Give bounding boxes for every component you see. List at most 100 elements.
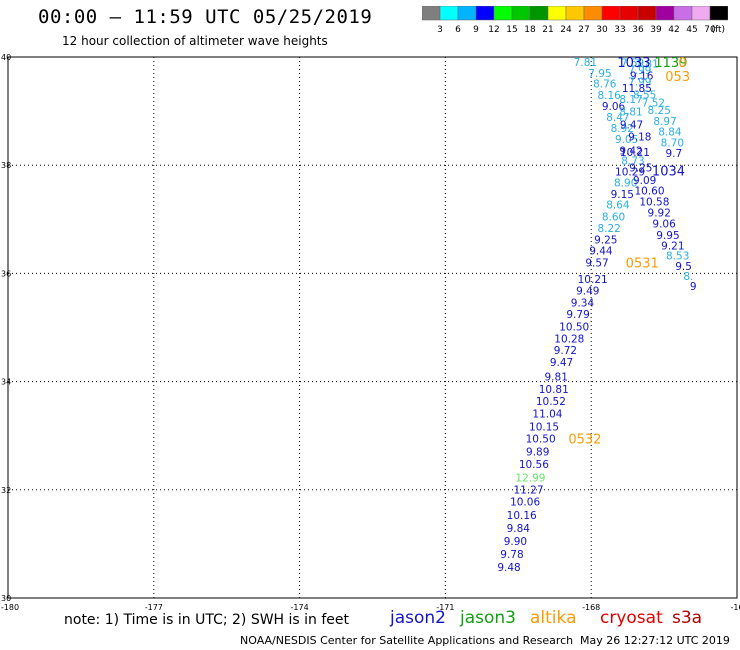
wave-height-value: 10.28 <box>554 333 584 345</box>
x-tick-label: -174 <box>291 603 309 612</box>
wave-height-value: 7.81 <box>574 57 597 69</box>
wave-height-value: 8.84 <box>658 127 682 139</box>
x-tick-label: -180 <box>1 603 19 612</box>
x-tick-label: -177 <box>145 603 163 612</box>
wave-height-value: 9.44 <box>589 246 613 258</box>
satellite-altika-label: altika <box>530 608 577 628</box>
legend-label: 3 <box>437 25 443 35</box>
legend-label: 9 <box>473 25 479 35</box>
wave-height-value: 10.21 <box>578 274 608 286</box>
wave-height-value: 8.92 <box>611 123 634 135</box>
y-tick-label: 36 <box>1 269 11 278</box>
page-subtitle: 12 hour collection of altimeter wave hei… <box>62 34 328 48</box>
satellite-jason2-label: jason2 <box>390 608 446 628</box>
legend-label: 18 <box>524 25 536 35</box>
legend-label: 15 <box>506 25 517 35</box>
wave-height-value: 8.90 <box>614 178 637 190</box>
pass-time-label: 0 <box>678 56 686 71</box>
legend-label: 70 <box>704 25 716 35</box>
pass-time-label: 0532 <box>568 432 601 447</box>
y-tick-label: 30 <box>1 594 11 603</box>
legend-label: 24 <box>560 25 572 35</box>
wave-height-value: 9.79 <box>566 309 589 321</box>
wave-height-value: 8.53 <box>666 251 689 263</box>
wave-height-value: 9.06 <box>652 219 676 231</box>
legend-label: 45 <box>686 25 697 35</box>
legend-unit: (ft) <box>711 25 725 35</box>
wave-height-value: 10.50 <box>526 433 556 445</box>
wave-height-value: 9.57 <box>585 258 608 270</box>
pass-time-label: 053 <box>665 70 690 85</box>
wave-height-value: 9.15 <box>611 189 634 201</box>
wave-height-value: 10.81 <box>539 384 569 396</box>
wave-height-value: 8.64 <box>606 200 630 212</box>
pass-time-label: 1139 <box>654 56 687 71</box>
wave-height-value: 8.76 <box>593 79 617 91</box>
wave-height-value: 9.21 <box>661 240 684 252</box>
legend-label: 30 <box>596 25 608 35</box>
wave-height-value: 9.16 <box>630 70 654 82</box>
wave-height-value: 8. <box>683 271 693 283</box>
satellite-jason3-label: jason3 <box>460 608 516 628</box>
wave-height-value: 9.25 <box>594 234 617 246</box>
x-tick-label: -171 <box>436 603 454 612</box>
legend-label: 6 <box>455 25 461 35</box>
wave-height-value: 9.72 <box>554 345 577 357</box>
wave-height-value: 8.22 <box>597 223 620 235</box>
wave-height-value: 9.92 <box>648 207 671 219</box>
legend-swatch <box>709 6 728 21</box>
satellite-cryosat-label: cryosat <box>600 608 663 628</box>
wave-height-value: 9.06 <box>602 101 626 113</box>
wave-height-value: 8.47 <box>606 112 629 124</box>
wave-height-value: 9.25 <box>629 162 652 174</box>
wave-height-value: 11.85 <box>622 83 652 95</box>
wave-height-value: 9.90 <box>504 536 527 548</box>
wave-height-value: 9.7 <box>665 148 682 160</box>
wave-height-value: 12.99 <box>515 472 545 484</box>
wave-height-value: 9.34 <box>571 298 595 310</box>
wave-height-value: 9.18 <box>628 132 651 144</box>
wave-height-value: 9.47 <box>550 357 573 369</box>
pass-time-label: 1033 <box>617 56 650 71</box>
wave-height-value: 9.84 <box>507 523 531 535</box>
wave-height-value: 9.89 <box>526 446 549 458</box>
footer-note: note: 1) Time is in UTC; 2) SWH is in fe… <box>64 612 350 628</box>
wave-height-value: 8.55 <box>633 89 656 101</box>
wave-height-value: 10.16 <box>507 510 537 522</box>
wave-height-value: 8.81 <box>619 107 642 119</box>
satellite-s3a-label: s3a <box>672 608 703 628</box>
x-tick-label: -16 <box>730 603 740 612</box>
wave-height-value: 7.95 <box>588 68 611 80</box>
wave-height-value: 9.42 <box>619 146 642 158</box>
data-layer: 7.817.958.768.169.068.478.929.059.428.73… <box>497 56 696 574</box>
wave-height-value: 8.16 <box>597 90 621 102</box>
credit-line: NOAA/NESDIS Center for Satellite Applica… <box>240 634 574 647</box>
wave-height-value: 7.99 <box>628 65 651 77</box>
pass-time-label: 0531 <box>626 257 659 272</box>
wave-height-value: 8.70 <box>661 137 684 149</box>
wave-height-legend: 3 6 9 12 15 18 21 24 27 30 33 36 39 42 45 70(ft) <box>422 6 728 35</box>
y-tick-label: 34 <box>1 378 11 387</box>
wave-height-value: 9.48 <box>497 562 520 574</box>
wave-height-value: 9.05 <box>615 134 638 146</box>
wave-height-value: 10.21 <box>620 147 650 159</box>
wave-height-value: 10.50 <box>559 321 589 333</box>
wave-height-value: 9.09 <box>633 175 656 187</box>
wave-height-value: 10.29 <box>615 167 645 179</box>
wave-height-value: 7.59 <box>621 57 644 69</box>
wave-height-value: 10.06 <box>510 497 540 509</box>
wave-height-value: 8.25 <box>648 105 671 117</box>
legend-label: 39 <box>650 25 662 35</box>
legend-label: 21 <box>542 25 553 35</box>
wave-height-value: 10.56 <box>519 459 549 471</box>
wave-height-value: 10.60 <box>634 186 664 198</box>
generated-timestamp: May 26 12:27:12 UTC 2019 <box>580 634 730 647</box>
wave-height-value: 11.04 <box>532 409 562 421</box>
wave-height-value: 9.5 <box>675 261 692 273</box>
y-tick-label: 38 <box>1 161 11 170</box>
legend-label: 42 <box>668 25 679 35</box>
wave-height-value: 9.95 <box>656 230 679 242</box>
y-tick-label: 40 <box>1 53 11 62</box>
wave-height-value: 9.47 <box>620 120 643 132</box>
